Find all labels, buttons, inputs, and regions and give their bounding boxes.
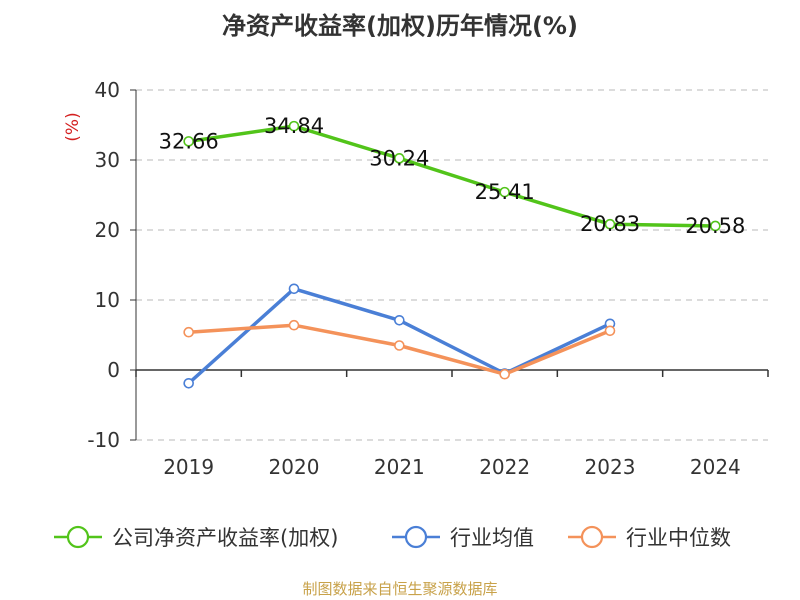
legend-marker xyxy=(66,525,90,549)
data-point xyxy=(394,340,405,351)
x-tick-label: 2023 xyxy=(585,455,636,479)
x-tick-label: 2022 xyxy=(479,455,530,479)
axes: 40 30 20 10 0 -10 2019 2020 2021 2022 2023 2024 (%) xyxy=(63,78,769,479)
data-point xyxy=(499,186,510,198)
grid-lines xyxy=(136,89,768,441)
data-point xyxy=(288,283,300,295)
data-point xyxy=(183,136,194,147)
legend-marker xyxy=(404,525,428,549)
data-label: 25.41 xyxy=(475,180,535,204)
legend-label: 行业中位数 xyxy=(626,526,731,550)
x-tick-label: 2024 xyxy=(690,455,741,479)
series-line xyxy=(188,124,716,228)
data-point xyxy=(394,314,405,326)
y-tick-label: 20 xyxy=(95,218,120,242)
x-tick-label: 2021 xyxy=(374,455,425,479)
data-label: 32.66 xyxy=(159,129,219,153)
y-tick-label: -10 xyxy=(87,428,120,452)
legend-label: 公司净资产收益率(加权) xyxy=(112,526,338,550)
data-label: 30.24 xyxy=(369,146,429,170)
data-point xyxy=(710,220,721,232)
data-point xyxy=(183,326,194,338)
y-axis-label: (%) xyxy=(63,112,83,141)
data-point xyxy=(499,368,510,380)
legend-marker xyxy=(580,525,604,549)
legend-label: 行业均值 xyxy=(450,526,534,550)
data-label: 20.58 xyxy=(685,214,745,238)
data-point xyxy=(604,218,616,230)
legend: 公司净资产收益率(加权) 行业均值 行业中位数 xyxy=(54,525,731,550)
data-point xyxy=(604,325,616,337)
x-tick-label: 2019 xyxy=(163,455,214,479)
source-note: 制图数据来自恒生聚源数据库 xyxy=(302,580,498,598)
data-point xyxy=(394,153,405,164)
data-label: 20.83 xyxy=(580,212,640,236)
y-tick-label: 40 xyxy=(95,78,120,102)
data-labels: 32.66 34.84 30.24 25.41 20.83 20.58 xyxy=(159,114,746,238)
x-tick-label: 2020 xyxy=(269,455,320,479)
chart-title: 净资产收益率(加权)历年情况(%) xyxy=(222,12,578,40)
data-label: 34.84 xyxy=(264,114,324,138)
y-tick-label: 30 xyxy=(95,148,120,172)
y-tick-label: 0 xyxy=(107,358,120,382)
data-point xyxy=(288,319,300,331)
series-lines xyxy=(183,120,721,389)
y-tick-label: 10 xyxy=(95,288,120,312)
data-point xyxy=(288,120,300,132)
data-point xyxy=(183,377,194,389)
series-line xyxy=(187,287,611,385)
